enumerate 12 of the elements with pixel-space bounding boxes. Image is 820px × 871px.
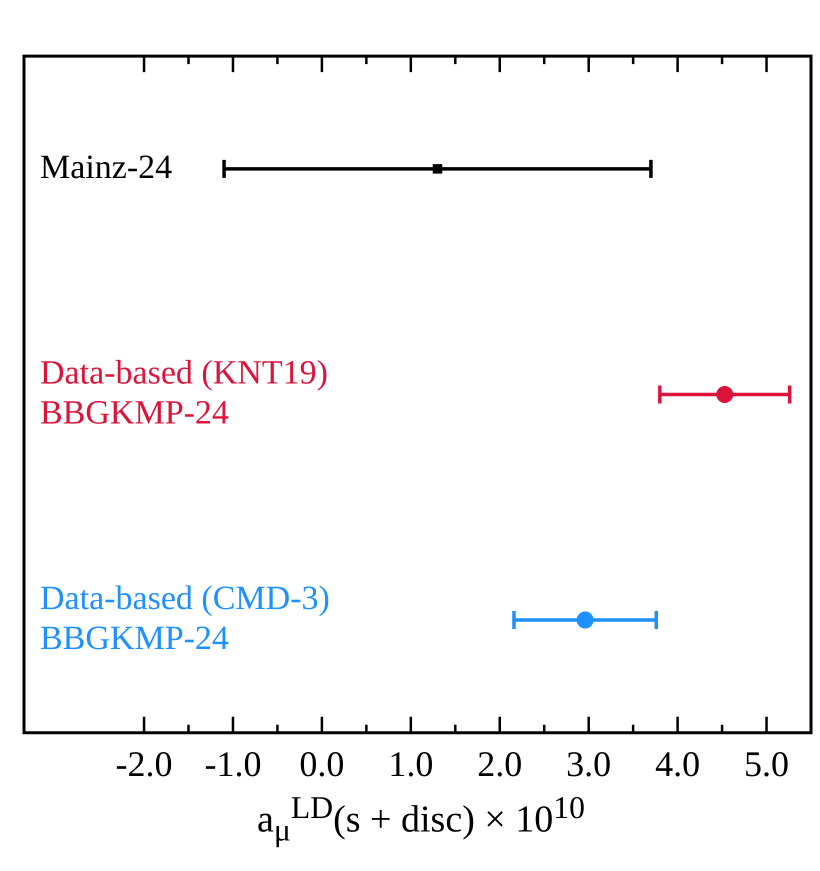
y-tick-label: Mainz-24 xyxy=(40,148,172,186)
x-axis-title: a$_{μ}$$^{LD}$(s + disc) × 10$^{10}$ xyxy=(256,790,586,848)
x-tick-label: -2.0 xyxy=(116,744,173,784)
x-tick-label: 2.0 xyxy=(477,744,522,784)
y-tick-label: Data-based (KNT19) BBGKMP-24 xyxy=(40,354,328,432)
x-tick-label: 5.0 xyxy=(744,744,790,784)
y-tick-label: Data-based (CMD-3) BBGKMP-24 xyxy=(40,580,330,657)
x-tick-label: 1.0 xyxy=(388,744,434,784)
x-tick-label: 4.0 xyxy=(655,744,700,784)
x-tick-label: 3.0 xyxy=(566,744,612,784)
x-tick-label: 0.0 xyxy=(299,744,344,784)
x-tick-label: -1.0 xyxy=(204,744,262,784)
